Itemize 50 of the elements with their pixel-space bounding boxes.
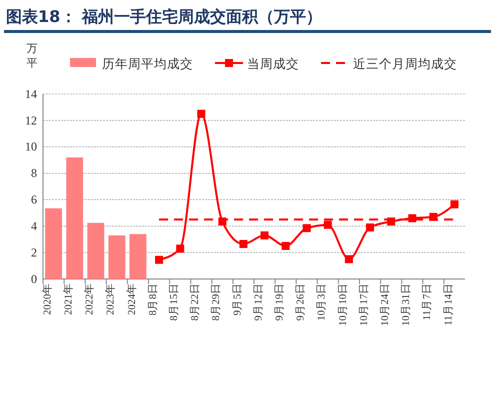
point [408, 214, 416, 222]
x-tick-label: 8月15日 [168, 283, 180, 321]
x-tick-label: 11月14日 [442, 283, 454, 326]
y-tick-label: 2 [31, 245, 37, 260]
y-tick-label: 0 [31, 272, 37, 286]
point [450, 200, 458, 208]
chart-title: 图表18： 福州一手住宅周成交面积（万平） [6, 7, 322, 26]
x-tick-label: 9月19日 [274, 283, 286, 321]
bar [45, 208, 62, 279]
x-tick-label: 8月29日 [210, 283, 222, 321]
x-tick-label: 2022年 [84, 283, 96, 315]
point [176, 244, 184, 253]
x-tick-label: 8月22日 [189, 283, 202, 321]
point [302, 224, 311, 232]
legend-label: 当周成交 [247, 56, 299, 71]
x-tick-label: 11月7日 [421, 283, 434, 320]
x-tick-label: 8月8日 [146, 283, 159, 316]
x-tick-label: 2024年 [126, 283, 138, 315]
y-tick-label: 12 [25, 113, 37, 128]
legend-label: 近三个月周均成交 [353, 56, 457, 71]
x-tick-label: 10月3日 [316, 283, 328, 321]
y-tick-label: 6 [31, 192, 37, 207]
x-tick-label: 9月26日 [294, 283, 307, 321]
point [282, 242, 290, 250]
bar [87, 222, 104, 279]
point [260, 231, 269, 240]
x-tick-label: 9月5日 [231, 283, 244, 316]
point [344, 255, 353, 264]
y-axis-title: 万平 [26, 42, 38, 70]
y-tick-label: 10 [25, 140, 37, 154]
point [155, 256, 164, 264]
y-tick-label: 14 [25, 86, 37, 101]
x-tick-label: 9月12日 [252, 283, 264, 321]
point [366, 223, 374, 232]
x-tick-label: 10月24日 [379, 283, 391, 326]
x-tick-label: 2021年 [62, 283, 74, 315]
y-tick-label: 4 [31, 218, 37, 233]
bar [66, 157, 84, 279]
point [239, 240, 248, 248]
point [197, 110, 206, 118]
x-tick-label: 2023年 [104, 283, 117, 315]
bar [108, 235, 126, 279]
x-tick-label: 2020年 [41, 283, 54, 315]
bar [130, 234, 146, 279]
legend-label: 历年周平均成交 [102, 56, 193, 71]
x-tick-label: 10月31日 [400, 283, 412, 326]
point [324, 220, 332, 229]
x-tick-label: 10月10日 [336, 283, 349, 326]
y-tick-label: 8 [31, 166, 37, 180]
x-tick-label: 10月17日 [358, 283, 370, 326]
